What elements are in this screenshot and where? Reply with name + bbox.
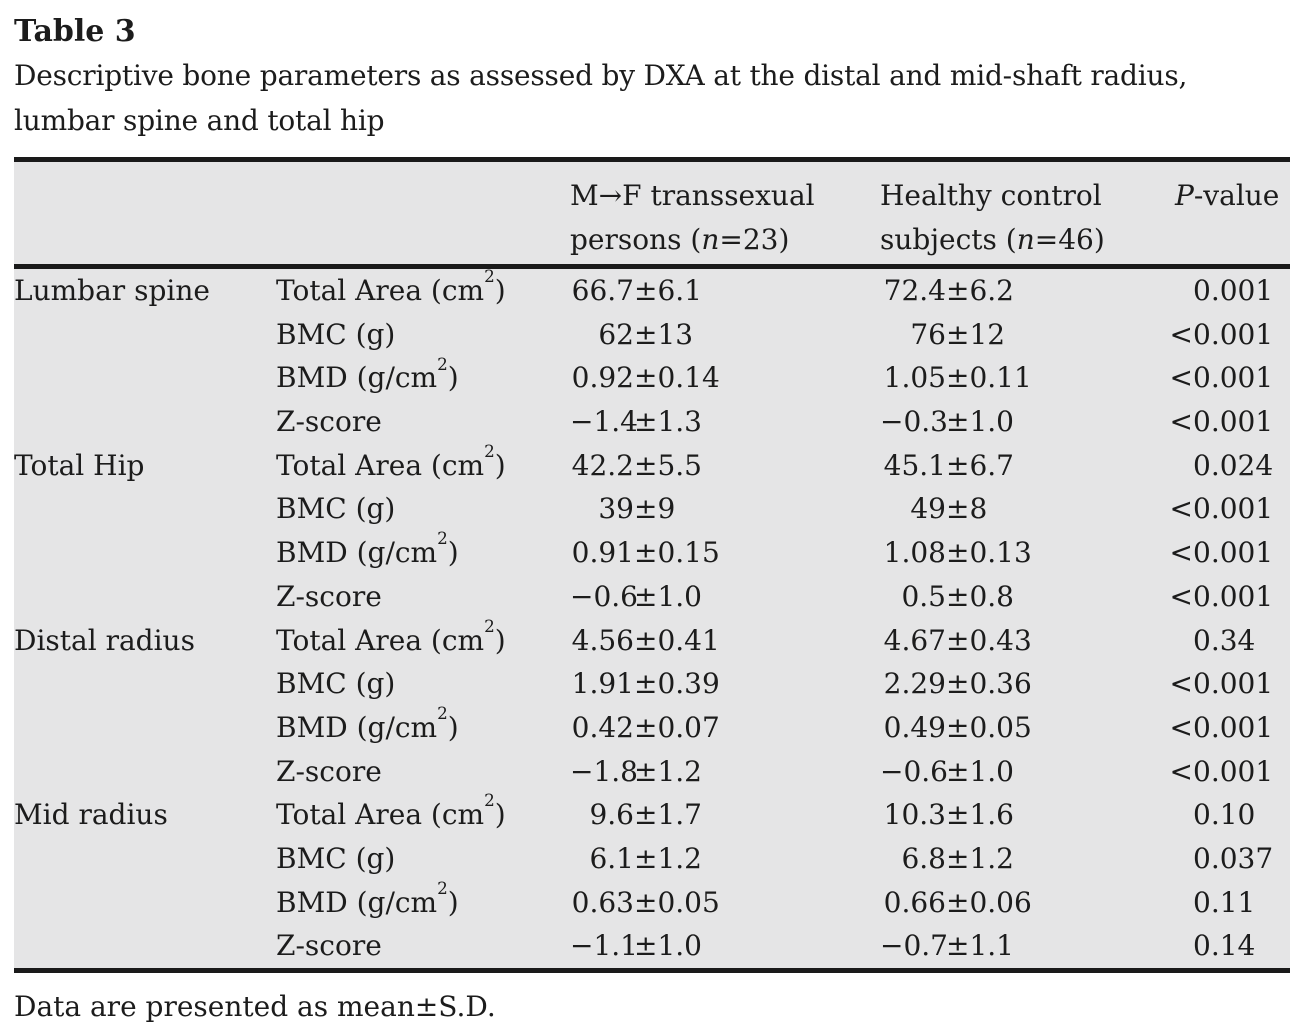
site-cell: Lumbar spine	[14, 274, 210, 307]
transsexual-value-cell: −1.1 ±1.0	[570, 929, 702, 963]
transsexual-value-cell: 9.6 ±1.7	[589, 798, 702, 832]
control-value-cell: 0.5 ±0.8	[901, 579, 1014, 613]
site-cell	[14, 662, 276, 706]
site-cell	[14, 837, 276, 881]
table-footnote: Data are presented as mean±S.D.	[14, 990, 496, 1023]
parameter-cell: BMD (g/cm2)	[276, 528, 459, 570]
site-cell: Mid radius	[14, 798, 168, 832]
p-value-cell: <0.001	[1169, 754, 1274, 788]
control-value-cell: 1.08 ±0.13	[883, 536, 1032, 570]
site-cell	[14, 924, 276, 968]
site-cell	[14, 750, 276, 794]
site-cell	[14, 487, 276, 531]
p-value-cell: 0.037	[1193, 841, 1274, 875]
site-cell	[14, 356, 276, 400]
control-value-cell: 72.4 ±6.2	[883, 274, 1014, 307]
parameter-cell: BMD (g/cm2)	[276, 353, 459, 395]
transsexual-value-cell: 39 ±9	[598, 492, 676, 526]
parameter-cell: BMC (g)	[276, 492, 396, 526]
transsexual-value-cell: 6.1 ±1.2	[589, 841, 702, 875]
table-number-label: Table 3	[14, 14, 136, 49]
p-value-cell: <0.001	[1169, 536, 1274, 570]
p-value-cell: <0.001	[1169, 579, 1274, 613]
control-value-cell: 45.1 ±6.7	[883, 448, 1014, 482]
header-cell-3: Healthy control subjects (n=46)	[880, 179, 1105, 256]
site-cell	[14, 313, 276, 357]
parameter-cell: Total Area (cm2)	[276, 615, 506, 657]
p-value-cell: <0.001	[1169, 361, 1274, 395]
p-value-cell: 0.14	[1193, 929, 1256, 963]
p-value-cell: <0.001	[1169, 710, 1274, 744]
p-value-cell: 0.11	[1193, 885, 1256, 919]
control-value-cell: −0.6 ±1.0	[880, 754, 1014, 788]
site-cell	[14, 531, 276, 575]
p-value-cell: <0.001	[1169, 492, 1274, 526]
p-value-cell: 0.024	[1193, 448, 1274, 482]
header-cell-4: P-value	[1175, 179, 1280, 212]
control-value-cell: 4.67 ±0.43	[883, 623, 1032, 657]
p-value-cell: 0.34	[1193, 623, 1256, 657]
parameter-cell: BMD (g/cm2)	[276, 877, 459, 919]
parameter-cell: BMC (g)	[276, 317, 396, 351]
parameter-cell: Z-score	[276, 754, 382, 788]
parameter-cell: Total Area (cm2)	[276, 266, 506, 307]
transsexual-value-cell: 1.91 ±0.39	[571, 667, 720, 701]
p-value-cell: 0.001	[1193, 274, 1274, 307]
transsexual-value-cell: 42.2 ±5.5	[571, 448, 702, 482]
p-value-cell: 0.10	[1193, 798, 1256, 832]
transsexual-value-cell: 0.63 ±0.05	[571, 885, 720, 919]
control-value-cell: −0.3 ±1.0	[880, 405, 1014, 439]
parameter-cell: Total Area (cm2)	[276, 790, 506, 832]
p-value-cell: <0.001	[1169, 317, 1274, 351]
site-cell: Distal radius	[14, 623, 195, 657]
header-cell-1	[276, 174, 570, 262]
transsexual-value-cell: 0.91 ±0.15	[571, 536, 720, 570]
site-cell	[14, 881, 276, 925]
site-cell	[14, 706, 276, 750]
control-value-cell: 0.66 ±0.06	[883, 885, 1032, 919]
table-body: Lumbar spine Total Area (cm2) 66.7 ±6.1 72.4…	[14, 266, 1290, 968]
transsexual-value-cell: −1.8 ±1.2	[570, 754, 702, 788]
control-value-cell: 2.29 ±0.36	[883, 667, 1032, 701]
transsexual-value-cell: 4.56 ±0.41	[571, 623, 720, 657]
transsexual-value-cell: −0.6 ±1.0	[570, 579, 702, 613]
control-value-cell: −0.7 ±1.1	[880, 929, 1014, 963]
transsexual-value-cell: 62 ±13	[598, 317, 694, 351]
transsexual-value-cell: 0.92 ±0.14	[571, 361, 720, 395]
site-cell: Total Hip	[14, 448, 145, 482]
header-cell-2: M→F transsexual persons (n=23)	[570, 179, 815, 256]
parameter-cell: Z-score	[276, 405, 382, 439]
p-value-cell: <0.001	[1169, 667, 1274, 701]
control-value-cell: 6.8 ±1.2	[901, 841, 1014, 875]
parameter-cell: Z-score	[276, 929, 382, 963]
parameter-cell: BMD (g/cm2)	[276, 703, 459, 744]
control-value-cell: 49 ±8	[910, 492, 988, 526]
p-value-cell: <0.001	[1169, 405, 1274, 439]
control-value-cell: 1.05 ±0.11	[883, 361, 1032, 395]
transsexual-value-cell: 0.42 ±0.07	[571, 710, 720, 744]
table-header-row: M→F transsexual persons (n=23) Healthy con…	[14, 162, 1290, 269]
transsexual-value-cell: −1.4 ±1.3	[570, 405, 702, 439]
control-value-cell: 10.3 ±1.6	[883, 798, 1014, 832]
site-cell	[14, 400, 276, 444]
parameter-cell: Z-score	[276, 579, 382, 613]
control-value-cell: 0.49 ±0.05	[883, 710, 1032, 744]
header-cell-0	[14, 174, 276, 262]
bone-parameters-table: M→F transsexual persons (n=23) Healthy con…	[14, 157, 1290, 973]
parameter-cell: BMC (g)	[276, 667, 396, 701]
table-caption: Descriptive bone parameters as assessed …	[14, 59, 1188, 137]
control-value-cell: 76 ±12	[910, 317, 1006, 351]
parameter-cell: Total Area (cm2)	[276, 440, 506, 482]
transsexual-value-cell: 66.7 ±6.1	[571, 274, 702, 307]
site-cell	[14, 575, 276, 619]
parameter-cell: BMC (g)	[276, 841, 396, 875]
